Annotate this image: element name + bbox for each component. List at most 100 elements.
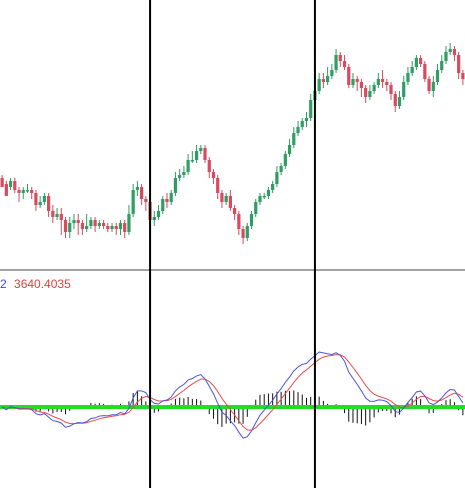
signal-line xyxy=(1,354,464,431)
candle-body xyxy=(347,67,351,85)
candle-body xyxy=(8,181,13,187)
candle-body xyxy=(186,160,190,172)
candle-body xyxy=(233,208,237,214)
candle-body xyxy=(93,220,97,226)
candle-body xyxy=(296,127,300,133)
candle-body xyxy=(266,190,271,196)
candle-body xyxy=(190,160,194,162)
candle-body xyxy=(457,55,461,73)
candle-body xyxy=(292,133,296,145)
candle-body xyxy=(72,220,76,223)
candle-body xyxy=(51,211,55,217)
candle-body xyxy=(42,196,46,202)
candle-body xyxy=(127,214,131,232)
candle-body xyxy=(304,118,309,121)
macd-readout-value: 2 xyxy=(0,277,7,291)
candle-body xyxy=(156,211,161,217)
candle-body xyxy=(419,58,423,64)
candle-body xyxy=(140,187,144,199)
candle-body xyxy=(161,199,165,211)
candle-body xyxy=(435,70,440,82)
candles-layer xyxy=(0,43,465,244)
candle-body xyxy=(372,85,376,91)
candle-body xyxy=(101,223,106,226)
candle-body xyxy=(182,172,186,175)
candle-body xyxy=(330,70,334,76)
candle-body xyxy=(220,193,224,202)
candle-body xyxy=(364,88,368,97)
candle-body xyxy=(431,82,435,91)
candle-body xyxy=(131,190,135,214)
candle-body xyxy=(414,58,418,67)
candle-body xyxy=(228,196,232,208)
candle-body xyxy=(237,214,241,229)
candle-body xyxy=(17,190,21,193)
candle-body xyxy=(211,172,216,178)
candle-body xyxy=(169,193,173,202)
candle-body xyxy=(385,82,389,85)
candle-body xyxy=(38,202,42,205)
candle-body xyxy=(118,223,123,229)
candle-body xyxy=(30,190,34,193)
macd-line xyxy=(1,351,464,439)
candle-body xyxy=(283,154,287,166)
candle-body xyxy=(59,214,63,220)
candle-body xyxy=(76,220,80,223)
candle-body xyxy=(300,121,304,127)
candle-body xyxy=(13,181,17,190)
signal-readout-value: 3640.4035 xyxy=(14,277,71,291)
candle-body xyxy=(376,79,380,85)
candle-body xyxy=(144,199,148,202)
candle-body xyxy=(178,175,182,178)
candle-body xyxy=(317,79,321,91)
candle-body xyxy=(135,187,139,190)
candle-body xyxy=(254,202,258,214)
candle-body xyxy=(444,52,448,61)
candle-body xyxy=(203,148,207,160)
candle-body xyxy=(106,226,110,229)
candle-body xyxy=(110,226,114,229)
candle-body xyxy=(207,160,211,172)
candle-body xyxy=(245,226,249,238)
candle-body xyxy=(173,178,178,193)
candle-body xyxy=(402,82,406,97)
candle-body xyxy=(25,190,30,192)
candle-body xyxy=(97,223,101,226)
candle-body xyxy=(397,97,402,106)
candle-body xyxy=(63,220,68,232)
candle-body xyxy=(380,79,385,82)
candle-body xyxy=(448,49,452,52)
candle-body xyxy=(241,229,245,238)
candle-body xyxy=(80,223,85,229)
candle-body xyxy=(359,82,364,88)
candle-body xyxy=(68,223,72,232)
candle-body xyxy=(368,91,372,97)
candle-body xyxy=(4,184,8,196)
candle-body xyxy=(258,196,262,202)
candle-body xyxy=(452,49,457,55)
candle-body xyxy=(355,79,359,82)
indicator-readout: 2 3640.4035 xyxy=(0,277,71,291)
candle-body xyxy=(249,214,254,226)
candle-body xyxy=(275,172,279,184)
candle-body xyxy=(55,214,59,217)
candle-body xyxy=(287,145,292,154)
candle-body xyxy=(85,226,89,229)
candle-body xyxy=(165,199,169,202)
candle-body xyxy=(271,184,275,190)
candle-body xyxy=(342,61,347,67)
candle-body xyxy=(427,79,431,91)
candle-body xyxy=(114,226,118,229)
candle-body xyxy=(152,217,156,220)
candle-body xyxy=(89,220,93,226)
candle-body xyxy=(194,151,199,160)
candle-body xyxy=(423,64,427,79)
candle-body xyxy=(34,193,38,205)
candle-body xyxy=(123,223,127,232)
candle-body xyxy=(406,73,410,82)
candle-body xyxy=(410,67,414,73)
candle-body xyxy=(321,79,325,82)
candle-body xyxy=(279,166,283,172)
candle-body xyxy=(199,148,203,151)
